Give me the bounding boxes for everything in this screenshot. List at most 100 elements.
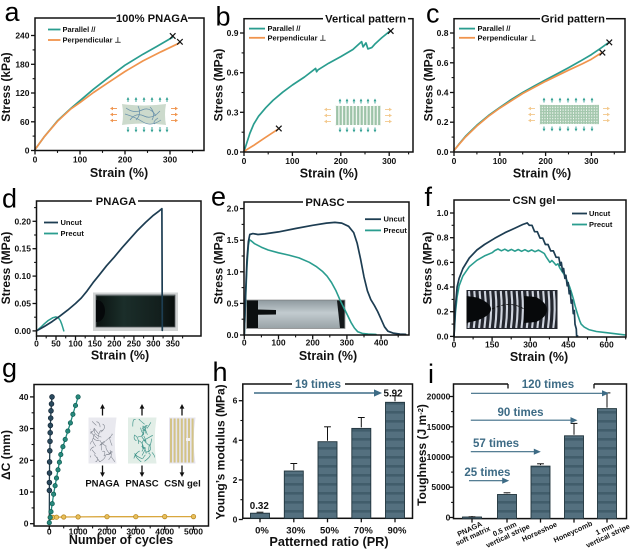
svg-text:200: 200 [107, 339, 121, 349]
svg-text:0: 0 [24, 519, 29, 529]
svg-text:CSN gel: CSN gel [164, 479, 200, 490]
svg-text:0.6: 0.6 [437, 257, 449, 267]
svg-text:0: 0 [452, 156, 457, 166]
svg-text:Strain (%): Strain (%) [300, 167, 358, 181]
svg-text:5.92: 5.92 [384, 389, 404, 400]
svg-text:50%: 50% [320, 526, 340, 537]
svg-text:d: d [2, 184, 17, 214]
svg-text:Vertical pattern: Vertical pattern [325, 14, 406, 26]
svg-text:300: 300 [382, 156, 396, 166]
svg-text:Number of cycles: Number of cycles [69, 533, 173, 547]
svg-text:Strain (%): Strain (%) [510, 350, 568, 364]
svg-text:100: 100 [271, 338, 285, 348]
svg-text:i: i [428, 359, 434, 389]
svg-text:Strain (%): Strain (%) [91, 349, 149, 363]
svg-text:Precut: Precut [61, 229, 85, 238]
svg-text:0.2: 0.2 [437, 307, 449, 317]
svg-text:0.32: 0.32 [250, 501, 270, 512]
svg-text:Grid pattern: Grid pattern [541, 14, 605, 26]
svg-text:300: 300 [340, 338, 354, 348]
svg-text:0: 0 [47, 527, 52, 537]
svg-text:2.0: 2.0 [227, 204, 239, 214]
svg-text:19 times: 19 times [295, 379, 341, 391]
svg-text:200: 200 [306, 338, 320, 348]
svg-text:180: 180 [15, 59, 29, 69]
svg-text:0.8: 0.8 [437, 233, 449, 243]
svg-text:300: 300 [584, 156, 598, 166]
svg-text:100: 100 [285, 156, 299, 166]
svg-text:b: b [216, 2, 231, 32]
svg-text:25 times: 25 times [464, 467, 510, 479]
svg-text:10: 10 [19, 487, 29, 497]
svg-text:300: 300 [146, 339, 160, 349]
svg-text:Strain (%): Strain (%) [90, 166, 148, 180]
svg-text:0.5: 0.5 [227, 298, 239, 308]
svg-text:450: 450 [561, 340, 575, 350]
svg-text:0.10: 0.10 [14, 271, 31, 281]
svg-text:57 times: 57 times [473, 438, 519, 450]
svg-text:0: 0 [233, 515, 238, 525]
svg-text:300: 300 [523, 340, 537, 350]
svg-text:Parallel //: Parallel // [268, 24, 302, 33]
svg-text:150: 150 [88, 339, 102, 349]
svg-text:g: g [2, 353, 17, 383]
svg-text:Patterned ratio (PR): Patterned ratio (PR) [269, 535, 388, 549]
svg-text:70%: 70% [354, 526, 374, 537]
svg-text:90%: 90% [387, 526, 407, 537]
svg-text:200: 200 [539, 156, 553, 166]
svg-text:0.0: 0.0 [227, 147, 239, 157]
svg-text:5000: 5000 [431, 482, 450, 492]
svg-text:0%: 0% [255, 526, 269, 537]
svg-text:3000: 3000 [126, 527, 145, 537]
svg-text:Stress (MPa): Stress (MPa) [421, 232, 435, 305]
svg-text:200: 200 [118, 155, 132, 165]
svg-text:0.20: 0.20 [14, 216, 31, 226]
svg-text:0.3: 0.3 [227, 107, 239, 117]
svg-text:0.6: 0.6 [437, 58, 449, 68]
svg-text:600: 600 [600, 340, 614, 350]
svg-text:Perpendicular ⊥: Perpendicular ⊥ [268, 33, 327, 42]
svg-text:0.6: 0.6 [227, 68, 239, 78]
svg-text:100: 100 [68, 339, 82, 349]
svg-text:Stress (MPa): Stress (MPa) [422, 49, 436, 122]
svg-text:0.0: 0.0 [437, 147, 449, 157]
svg-text:0: 0 [25, 146, 30, 156]
svg-text:6: 6 [233, 396, 238, 406]
svg-text:4: 4 [233, 435, 238, 445]
svg-text:5000: 5000 [184, 527, 203, 537]
svg-text:CSN gel: CSN gel [513, 195, 556, 207]
svg-text:0.05: 0.05 [14, 299, 31, 309]
svg-text:Perpendicular ⊥: Perpendicular ⊥ [478, 33, 537, 42]
svg-text:120 times: 120 times [522, 379, 574, 391]
svg-text:1.0: 1.0 [227, 267, 239, 277]
svg-text:PNASC: PNASC [305, 197, 344, 209]
svg-text:2: 2 [233, 475, 238, 485]
svg-text:ΔC (mm): ΔC (mm) [0, 430, 13, 480]
svg-text:30%: 30% [286, 526, 306, 537]
svg-text:20: 20 [19, 455, 29, 465]
svg-text:0.0: 0.0 [227, 330, 239, 340]
svg-text:1.0: 1.0 [437, 208, 449, 218]
svg-text:240: 240 [15, 31, 29, 41]
svg-text:0: 0 [242, 156, 247, 166]
svg-text:0.2: 0.2 [437, 117, 449, 127]
svg-text:Young’s modulus (MPa): Young’s modulus (MPa) [214, 384, 228, 519]
svg-text:15000: 15000 [427, 422, 451, 432]
svg-text:Precut: Precut [384, 226, 408, 235]
svg-text:1.5: 1.5 [227, 235, 239, 245]
svg-text:Perpendicular ⊥: Perpendicular ⊥ [63, 36, 122, 45]
svg-text:Precut: Precut [589, 220, 613, 229]
svg-text:250: 250 [127, 339, 141, 349]
svg-text:h: h [213, 357, 228, 387]
svg-text:0: 0 [34, 339, 39, 349]
svg-text:4000: 4000 [155, 527, 174, 537]
svg-text:120: 120 [15, 88, 29, 98]
svg-text:100: 100 [493, 156, 507, 166]
svg-text:400: 400 [374, 338, 388, 348]
svg-text:Stress (MPa): Stress (MPa) [212, 49, 226, 122]
svg-text:90 times: 90 times [497, 407, 543, 419]
svg-text:350: 350 [166, 339, 180, 349]
svg-text:0.0: 0.0 [437, 331, 449, 341]
svg-text:a: a [5, 0, 21, 27]
svg-text:30: 30 [19, 424, 29, 434]
